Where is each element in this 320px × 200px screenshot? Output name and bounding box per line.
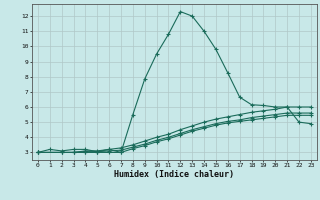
- X-axis label: Humidex (Indice chaleur): Humidex (Indice chaleur): [115, 170, 234, 179]
